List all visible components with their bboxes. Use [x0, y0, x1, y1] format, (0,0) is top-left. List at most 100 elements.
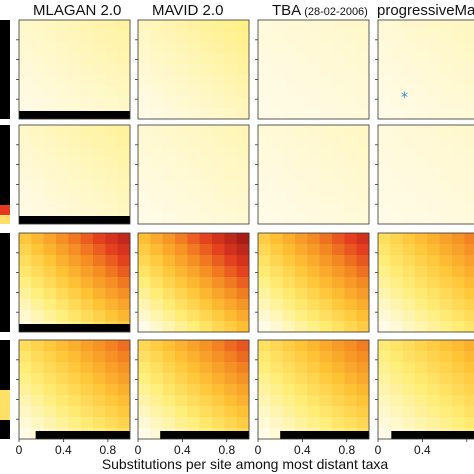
- heatmap-cell: [150, 428, 164, 440]
- heatmap-cell: [105, 86, 119, 98]
- heatmap-cell: [150, 384, 164, 396]
- heatmap-cell: [31, 86, 45, 98]
- heatmap-cell: [80, 125, 94, 137]
- heatmap-cell: [282, 147, 296, 159]
- heatmap-cell: [402, 42, 416, 54]
- heatmap-cell: [105, 136, 119, 148]
- heatmap-cell: [258, 191, 271, 203]
- heatmap-cell: [150, 31, 164, 43]
- heatmap-cell: [344, 136, 358, 148]
- heatmap-cell: [378, 321, 391, 333]
- heatmap-cell: [344, 299, 358, 311]
- heatmap-cell: [138, 108, 151, 120]
- heatmap-cell: [93, 340, 106, 352]
- heatmap-cell: [236, 180, 250, 192]
- heatmap-cell: [117, 136, 131, 148]
- heatmap-cell: [415, 136, 428, 148]
- heatmap-cell: [56, 202, 69, 214]
- heatmap-cell: [356, 255, 370, 267]
- heatmap-cell: [43, 373, 57, 385]
- heatmap-cell: [344, 97, 358, 109]
- heatmap-cell: [80, 169, 94, 181]
- heatmap-cell: [295, 53, 308, 65]
- heatmap-cell: [344, 406, 358, 418]
- heatmap-cell: [307, 255, 321, 267]
- heatmap-cell: [117, 86, 131, 98]
- heatmap-cell: [356, 310, 370, 322]
- heatmap-cell: [31, 362, 45, 374]
- heatmap-cell: [332, 395, 345, 407]
- heatmap-cell: [295, 180, 308, 192]
- heatmap-cell: [56, 20, 69, 32]
- heatmap-cell: [390, 97, 404, 109]
- heatmap-cell: [19, 97, 32, 109]
- heatmap-cell: [31, 384, 45, 396]
- heatmap-cell: [187, 321, 201, 333]
- heatmap-cell: [332, 288, 345, 300]
- heatmap-cell: [105, 202, 119, 214]
- heatmap-cell: [452, 147, 465, 159]
- heatmap-cell: [356, 362, 370, 374]
- heatmap-cell: [105, 233, 119, 245]
- heatmap-cell: [332, 191, 345, 203]
- heatmap-cell: [68, 86, 82, 98]
- heatmap-cell: [415, 373, 428, 385]
- heatmap-cell: [43, 384, 57, 396]
- heatmap-cell: [307, 340, 321, 352]
- heatmap-cell: [344, 42, 358, 54]
- heatmap-cell: [175, 86, 188, 98]
- heatmap-cell: [378, 53, 391, 65]
- heatmap-cell: [19, 125, 32, 137]
- heatmap-cell: [319, 108, 333, 120]
- heatmap-cell: [402, 53, 416, 65]
- heatmap-cell: [43, 202, 57, 214]
- heatmap-cell: [236, 169, 250, 181]
- heatmap-cell: [319, 169, 333, 181]
- heatmap-cell: [464, 277, 474, 289]
- heatmap-cell: [258, 136, 271, 148]
- heatmap-cell: [56, 266, 69, 278]
- heatmap-cell: [356, 244, 370, 256]
- heatmap-cell: [138, 202, 151, 214]
- heatmap-cell: [344, 108, 358, 120]
- x-tick-label: 0.4: [294, 443, 311, 457]
- heatmap-cell: [56, 31, 69, 43]
- heatmap-cell: [390, 373, 404, 385]
- heatmap-cell: [175, 125, 188, 137]
- heatmap-cell: [258, 169, 271, 181]
- heatmap-cell: [390, 406, 404, 418]
- heatmap-cell: [307, 351, 321, 363]
- heatmap-cell: [415, 75, 428, 87]
- heatmap-cell: [43, 351, 57, 363]
- heatmap-panel-r4-c4: [375, 339, 474, 440]
- heatmap-cell: [464, 125, 474, 137]
- heatmap-cell: [175, 191, 188, 203]
- heatmap-cell: [224, 125, 238, 137]
- panel-frame: [257, 124, 370, 225]
- heatmap-cell: [93, 20, 106, 32]
- heatmap-cell: [295, 351, 308, 363]
- heatmap-cell: [307, 310, 321, 322]
- heatmap-cell: [464, 351, 474, 363]
- heatmap-cell: [319, 20, 333, 32]
- heatmap-cell: [93, 202, 106, 214]
- heatmap-cell: [19, 406, 32, 418]
- heatmap-cell: [452, 373, 465, 385]
- heatmap-cell: [93, 86, 106, 98]
- heatmap-cell: [427, 97, 441, 109]
- heatmap-cell: [464, 321, 474, 333]
- heatmap-cell: [390, 277, 404, 289]
- heatmap-cell: [427, 158, 441, 170]
- heatmap-cell: [138, 233, 151, 245]
- heatmap-cell: [452, 213, 465, 225]
- heatmap-cell: [344, 373, 358, 385]
- heatmap-cell: [43, 125, 57, 137]
- heatmap-cell: [319, 255, 333, 267]
- heatmap-cell: [319, 244, 333, 256]
- heatmap-cell: [270, 299, 284, 311]
- heatmap-cell: [390, 86, 404, 98]
- heatmap-cell: [295, 362, 308, 374]
- heatmap-cell: [80, 351, 94, 363]
- heatmap-cell: [162, 310, 176, 322]
- heatmap-cell: [415, 191, 428, 203]
